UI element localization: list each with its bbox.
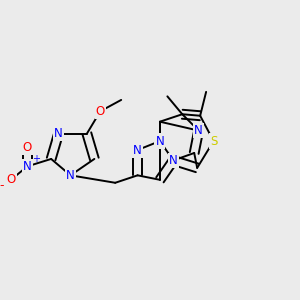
Text: N: N xyxy=(194,124,203,137)
Text: O: O xyxy=(96,105,105,118)
Text: N: N xyxy=(155,135,164,148)
Text: O: O xyxy=(23,140,32,154)
Text: S: S xyxy=(210,135,217,148)
Text: N: N xyxy=(54,127,63,140)
Text: O: O xyxy=(6,173,16,186)
Text: N: N xyxy=(66,169,75,182)
Text: N: N xyxy=(23,160,32,173)
Text: N: N xyxy=(169,154,178,167)
Text: -: - xyxy=(0,179,4,192)
Text: N: N xyxy=(133,143,142,157)
Text: +: + xyxy=(32,154,40,164)
